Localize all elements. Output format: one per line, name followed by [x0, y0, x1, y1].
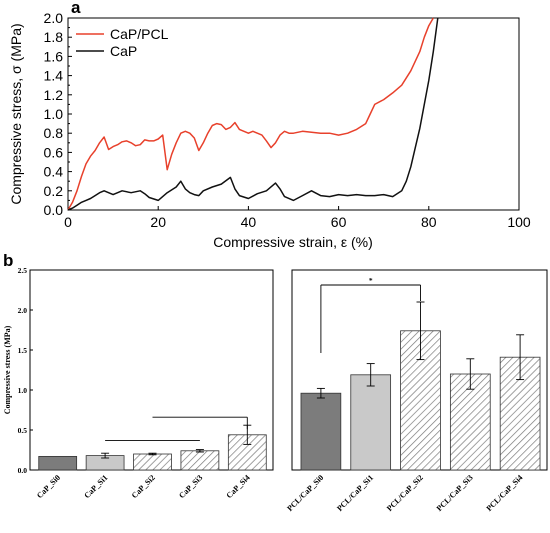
y-tick-label: 1.0	[44, 106, 64, 122]
x-tick-label: 100	[507, 214, 531, 230]
bar-PCL/CaP_Si3	[449, 373, 491, 471]
panel-a-x-axis: 0 20 40 60 80 100	[64, 206, 531, 230]
y-tick-label: 1.2	[44, 87, 64, 103]
y-tick-label: 0.2	[44, 183, 64, 199]
y-tick-label: 2.0	[44, 10, 64, 26]
bar-CaP_Si2	[133, 453, 172, 471]
category-label: CaP_Si0	[35, 473, 62, 500]
y-tick-label: 0.0	[18, 466, 28, 475]
bar-PCL/CaP_Si0	[300, 392, 342, 471]
legend-label: CaP/PCL	[110, 26, 169, 42]
panel-a-y-axis: 0.0 0.2 0.4 0.6 0.8 1.0 1.2 1.4 1.6 1.8 2.0	[44, 10, 72, 218]
category-label: PCL/CaP_Si4	[485, 473, 525, 513]
series-line-cap	[67, 17, 439, 211]
y-tick-label: 0.8	[44, 125, 64, 141]
panel-b-left-categories: CaP_Si0 CaP_Si1 CaP_Si2 CaP_Si3 CaP_Si4	[35, 473, 252, 500]
category-label: PCL/CaP_Si1	[335, 473, 375, 513]
panel-label-a: a	[71, 0, 81, 17]
series-line-cap-pcl	[67, 17, 434, 211]
significance-star: *	[369, 276, 373, 285]
y-tick-label: 2.0	[18, 306, 28, 315]
bar-PCL/CaP_Si1	[350, 374, 392, 471]
bar-CaP_Si3	[180, 450, 220, 471]
category-label: CaP_Si1	[82, 473, 109, 500]
y-tick-label: 0.5	[18, 426, 28, 435]
bar-CaP_Si0	[38, 455, 78, 471]
panel-b-left-y-axis: 0.0 0.5 1.0 1.5 2.0 2.5	[18, 266, 33, 475]
panel-b-left-chart: 0.0 0.5 1.0 1.5 2.0 2.5 CaP_Si0 CaP_Si1 CaP_Si2…	[3, 266, 274, 500]
y-tick-label: 1.4	[44, 68, 64, 84]
category-label: CaP_Si4	[225, 473, 252, 500]
x-tick-label: 40	[241, 214, 257, 230]
y-tick-label: 0.6	[44, 144, 64, 160]
y-tick-label: 2.5	[18, 266, 28, 275]
panel-label-b: b	[3, 251, 13, 270]
category-label: PCL/CaP_Si2	[385, 473, 425, 513]
y-tick-label: 1.8	[44, 29, 64, 45]
y-tick-label: 1.0	[18, 386, 28, 395]
y-tick-label: 0.4	[44, 164, 64, 180]
panel-a-series	[67, 17, 439, 211]
x-tick-label: 80	[421, 214, 437, 230]
y-tick-label: 1.5	[18, 346, 28, 355]
panel-b-right-chart: * PCL/CaP_Si0 PCL/CaP_Si1 PCL/CaP_Si2 PCL/C…	[285, 269, 548, 513]
y-tick-label: 0.0	[44, 202, 64, 218]
category-label: CaP_Si3	[177, 473, 204, 500]
x-tick-label: 0	[64, 214, 72, 230]
panel-a-chart: 0.0 0.2 0.4 0.6 0.8 1.0 1.2 1.4 1.6 1.8 2.0 0 20 40 6…	[8, 10, 531, 250]
category-label: PCL/CaP_Si3	[435, 473, 475, 513]
y-tick-label: 1.6	[44, 48, 64, 64]
panel-a-xlabel: Compressive strain, ε (%)	[213, 234, 373, 250]
panel-b-left-bars	[38, 416, 267, 471]
category-label: CaP_Si2	[130, 473, 157, 500]
legend-label: CaP	[110, 43, 137, 59]
x-tick-label: 20	[150, 214, 166, 230]
panel-b-left-ylabel: Compressive stress (MPa)	[3, 325, 12, 414]
x-tick-label: 60	[331, 214, 347, 230]
panel-a-ylabel: Compressive stress, σ (MPa)	[8, 23, 24, 204]
category-label: PCL/CaP_Si0	[285, 473, 325, 513]
panel-b-right-bars: *	[300, 276, 541, 471]
panel-b-right-categories: PCL/CaP_Si0 PCL/CaP_Si1 PCL/CaP_Si2 PCL/CaP…	[285, 473, 524, 513]
